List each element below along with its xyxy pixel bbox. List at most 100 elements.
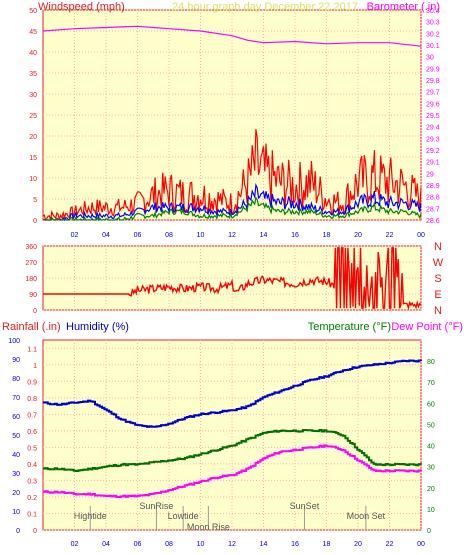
panel1-x-tick-label: 10 (197, 232, 205, 239)
panel3-x-tick-label: 18 (323, 541, 331, 548)
temperature-tick-label: 30 (427, 465, 435, 472)
panel2-tick-label: 180 (25, 276, 37, 283)
rain-tick-label: 0.5 (27, 445, 37, 452)
panel1-left-tick-label: 0 (33, 218, 37, 225)
wind-min-series (42, 196, 422, 222)
rain-tick-label: 0.7 (27, 412, 37, 419)
panel1-x-tick-label: 08 (165, 232, 173, 239)
panel1-right-tick-label: 29 (426, 171, 434, 178)
panel1-left-tick-label: 15 (29, 155, 37, 162)
panel3-x-tick-label: 10 (197, 541, 205, 548)
panel3-x-tick-label: 20 (354, 541, 362, 548)
panel1-right-tick-label: 29.7 (426, 90, 440, 97)
panel1-left-tick-label: 35 (29, 71, 37, 78)
temperature-tick-label: 60 (427, 401, 435, 408)
panel1-left-tick-label: 45 (29, 29, 37, 36)
panel1-right-tick-label: 29.2 (426, 148, 440, 155)
dew-point-axis-title: Dew Point (°F) (391, 321, 463, 333)
panel3-plot-area (42, 339, 422, 531)
panel1-left-tick-label: 25 (29, 113, 37, 120)
temperature-tick-label: 70 (427, 380, 435, 387)
panel2-tick-label: 360 (25, 244, 37, 251)
panel1-x-tick-label: 20 (354, 232, 362, 239)
humidity-tick-label: 10 (12, 509, 20, 516)
compass-label: E (434, 289, 441, 301)
temperature-series (43, 429, 422, 472)
rain-tick-label: 0.8 (27, 396, 37, 403)
humidity-tick-label: 40 (12, 452, 20, 459)
rain-tick-label: 1 (33, 363, 37, 370)
panel3-x-tick-label: 02 (71, 541, 79, 548)
panel1-right-tick-label: 30.4 (426, 8, 440, 15)
annotation-label: SunRise (139, 501, 173, 511)
rain-tick-label: 0.3 (27, 478, 37, 485)
panel3-x-tick-label: 12 (228, 541, 236, 548)
panel1-right-tick-label: 28.9 (426, 183, 440, 190)
panel1-right-tick-label: 29.6 (426, 101, 440, 108)
temperature-tick-label: 10 (427, 507, 435, 514)
panel1-right-tick-label: 29.5 (426, 113, 440, 120)
panel1-x-tick-label: 12 (228, 232, 236, 239)
panel1-right-tick-label: 30.3 (426, 20, 440, 27)
compass-label: W (433, 257, 444, 269)
rain-tick-label: 0.4 (27, 462, 37, 469)
panel1-x-tick-label: 04 (102, 232, 110, 239)
humidity-series (43, 359, 422, 428)
panel2-tick-label: 0 (33, 308, 37, 315)
rainfall-axis-title: Rainfall (.in) (2, 321, 61, 333)
annotation-label: SunSet (290, 501, 320, 511)
temperature-tick-label: 50 (427, 422, 435, 429)
panel1-right-tick-label: 30.1 (426, 43, 440, 50)
panel2-tick-label: 90 (29, 292, 37, 299)
humidity-tick-label: 0 (16, 528, 20, 535)
rain-tick-label: 0.9 (27, 379, 37, 386)
panel1-right-axis-title: Barometer (.in) (367, 1, 440, 13)
panel1-x-tick-label: 22 (386, 232, 394, 239)
panel1-left-tick-label: 5 (33, 197, 37, 204)
wind-direction-series (43, 247, 422, 311)
panel1-x-tick-label: 00 (417, 232, 425, 239)
rain-tick-label: 1.1 (27, 346, 37, 353)
panel3-x-tick-label: 08 (165, 541, 173, 548)
panel3-x-tick-label: 00 (417, 541, 425, 548)
dew-point-series (43, 444, 422, 498)
panel1-right-tick-label: 28.6 (426, 218, 440, 225)
panel1-left-axis-title: Windspeed (mph) (38, 1, 125, 13)
compass-label: N (434, 241, 442, 253)
annotation-label: Moon Set (347, 511, 386, 521)
humidity-tick-label: 30 (12, 471, 20, 478)
panel1-right-tick-label: 29.9 (426, 66, 440, 73)
annotation-label: Hightide (74, 511, 107, 521)
panel2-tick-label: 270 (25, 260, 37, 267)
panel3-x-tick-label: 22 (386, 541, 394, 548)
panel1-left-tick-label: 30 (29, 92, 37, 99)
compass-label: N (434, 305, 442, 317)
humidity-tick-label: 20 (12, 490, 20, 497)
panel1-left-tick-label: 40 (29, 50, 37, 57)
panel1-right-tick-label: 28.7 (426, 206, 440, 213)
humidity-tick-label: 100 (8, 338, 20, 345)
humidity-tick-label: 80 (12, 376, 20, 383)
panel1-x-tick-label: 02 (71, 232, 79, 239)
annotation-label: Lowtide (168, 511, 199, 521)
compass-label: S (434, 273, 441, 285)
panel1-right-tick-label: 29.8 (426, 78, 440, 85)
panel1-left-tick-label: 20 (29, 134, 37, 141)
temperature-tick-label: 20 (427, 486, 435, 493)
panel1-x-tick-label: 14 (260, 232, 268, 239)
temperature-tick-label: 40 (427, 444, 435, 451)
panel1-x-tick-label: 06 (134, 232, 142, 239)
humidity-tick-label: 50 (12, 433, 20, 440)
rain-tick-label: 0.2 (27, 495, 37, 502)
annotation-label: Moon Rise (187, 522, 230, 532)
humidity-tick-label: 90 (12, 357, 20, 364)
rain-tick-label: 0.6 (27, 429, 37, 436)
temperature-axis-title: Temperature (°F) (308, 321, 391, 333)
panel1-left-tick-label: 10 (29, 176, 37, 183)
panel1-right-tick-label: 28.8 (426, 195, 440, 202)
panel1-left-tick-label: 50 (29, 8, 37, 15)
barometer-series (42, 25, 422, 47)
humidity-tick-label: 60 (12, 414, 20, 421)
